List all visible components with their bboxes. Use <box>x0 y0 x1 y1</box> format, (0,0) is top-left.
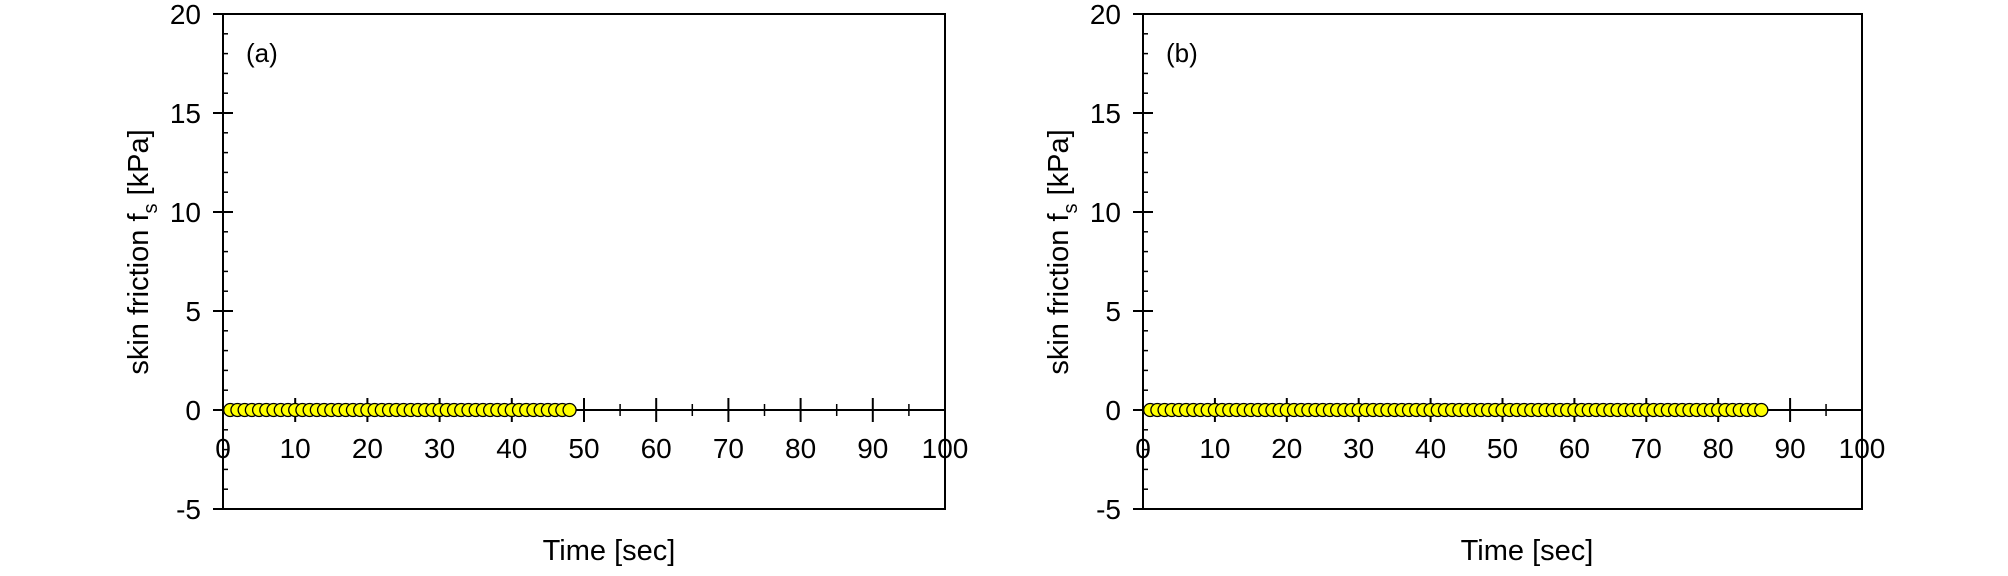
x-tick-label: 90 <box>1775 433 1806 464</box>
x-tick-label: 70 <box>713 433 744 464</box>
y-axis: -5 0 5 10 15 20 <box>170 0 233 525</box>
panel-label: (b) <box>1166 38 1198 68</box>
x-tick-label: 10 <box>280 433 311 464</box>
y-tick-label: 20 <box>170 0 201 30</box>
y-tick-label: 15 <box>1090 98 1121 129</box>
x-tick-label: 80 <box>1703 433 1734 464</box>
x-axis-title: Time [sec] <box>543 535 676 567</box>
data-point <box>1754 402 1769 418</box>
y-axis-title-unit: [kPa] <box>123 129 155 203</box>
x-tick-label: 30 <box>1343 433 1374 464</box>
y-tick-label: 10 <box>170 197 201 228</box>
y-tick-label: 20 <box>1090 0 1121 30</box>
x-tick-label: 50 <box>1487 433 1518 464</box>
y-tick-label: 5 <box>1105 296 1121 327</box>
x-tick-label: 80 <box>785 433 816 464</box>
panel-a: 0 10 20 30 40 50 60 70 80 90 100 -5 0 5 10 15 20 (a) Ti… <box>123 0 968 567</box>
x-axis: 0 10 20 30 40 50 60 70 80 90 100 <box>215 398 968 464</box>
y-axis-title-unit: [kPa] <box>1043 129 1075 203</box>
y-tick-label: -5 <box>176 494 201 525</box>
data-points <box>1143 402 1769 418</box>
y-tick-label: 10 <box>1090 197 1121 228</box>
y-axis-title-text: skin friction f <box>123 213 155 375</box>
y-axis-title: skin friction fs [kPa] <box>123 129 162 374</box>
plot-frame <box>222 13 946 510</box>
data-points <box>223 402 577 418</box>
panel-label: (a) <box>246 38 278 68</box>
x-tick-label: 50 <box>568 433 599 464</box>
x-tick-label: 20 <box>352 433 383 464</box>
plot-frame <box>1142 13 1863 510</box>
x-axis-title: Time [sec] <box>1461 535 1594 567</box>
x-tick-label: 70 <box>1631 433 1662 464</box>
y-tick-label: 15 <box>170 98 201 129</box>
x-tick-label: 40 <box>1415 433 1446 464</box>
x-tick-label: 90 <box>857 433 888 464</box>
panel-b: 0 10 20 30 40 50 60 70 80 90 100 -5 0 5 10 15 20 (b) Ti… <box>1043 0 1885 567</box>
data-point <box>562 402 577 418</box>
y-axis-title-text: skin friction f <box>1043 213 1075 375</box>
y-tick-label: 0 <box>185 395 201 426</box>
y-tick-label: 0 <box>1105 395 1121 426</box>
x-tick-label: 0 <box>1135 433 1151 464</box>
x-tick-label: 100 <box>922 433 969 464</box>
x-tick-label: 10 <box>1199 433 1230 464</box>
y-axis: -5 0 5 10 15 20 <box>1090 0 1153 525</box>
y-axis-title-subscript: s <box>1060 203 1082 213</box>
x-tick-label: 0 <box>215 433 231 464</box>
x-tick-label: 60 <box>1559 433 1590 464</box>
x-tick-label: 100 <box>1839 433 1886 464</box>
x-tick-label: 30 <box>424 433 455 464</box>
x-tick-label: 20 <box>1271 433 1302 464</box>
x-tick-label: 60 <box>641 433 672 464</box>
y-axis-title-subscript: s <box>140 203 162 213</box>
x-tick-label: 40 <box>496 433 527 464</box>
y-axis-title: skin friction fs [kPa] <box>1043 129 1082 374</box>
y-tick-label: -5 <box>1096 494 1121 525</box>
y-tick-label: 5 <box>185 296 201 327</box>
